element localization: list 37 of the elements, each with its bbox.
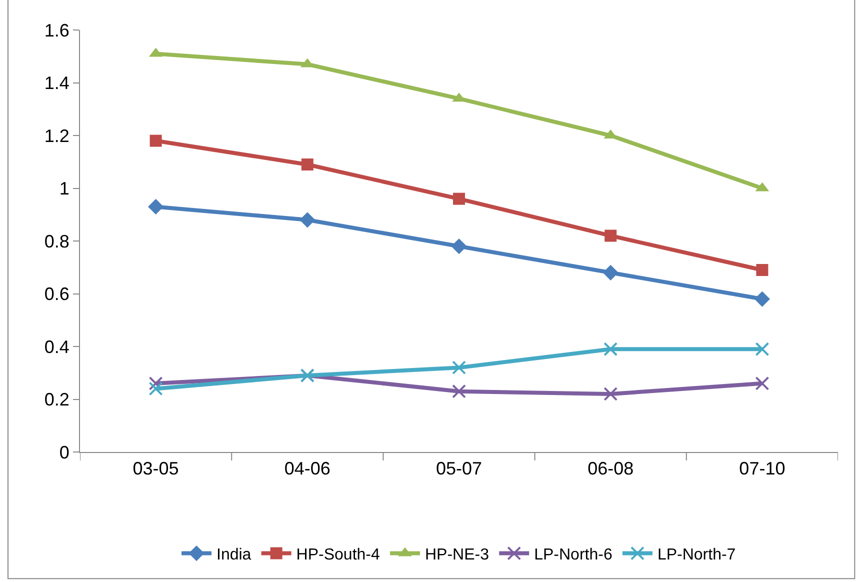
point <box>148 382 163 396</box>
point <box>452 360 466 375</box>
y-tick-label: 1.2 <box>44 126 70 146</box>
point <box>755 376 770 390</box>
point <box>301 158 314 171</box>
x-tick-label: 06-08 <box>588 458 634 479</box>
y-tick-label: 0.6 <box>44 284 70 304</box>
legend-label: HP-South-4 <box>296 546 380 564</box>
y-tick-label: 0.2 <box>44 390 70 410</box>
point <box>148 198 164 215</box>
x-tick-label: 05-07 <box>436 458 482 479</box>
point <box>604 230 617 242</box>
x-tick-label: 07-10 <box>739 458 786 479</box>
y-tick-label: 0.8 <box>44 231 70 252</box>
y-tick-label: 1.6 <box>44 20 70 40</box>
point <box>150 134 162 147</box>
point <box>451 238 467 254</box>
y-tick-label: 0.4 <box>44 336 70 357</box>
point <box>755 342 770 356</box>
y-tick-label: 0 <box>59 442 70 462</box>
y-tick-label: 1.4 <box>44 73 70 94</box>
y-tick-label: 1 <box>59 178 70 199</box>
point <box>754 291 770 307</box>
legend-label: LP-North-6 <box>534 546 612 564</box>
point <box>148 376 163 390</box>
x-tick-label: 04-06 <box>284 458 330 479</box>
point <box>604 342 618 356</box>
point <box>300 212 316 228</box>
legend-label: LP-North-7 <box>657 546 736 564</box>
point <box>452 384 466 398</box>
point <box>602 264 618 280</box>
point <box>453 192 465 205</box>
point <box>756 264 768 276</box>
x-tick-label: 03-05 <box>132 458 179 479</box>
point <box>604 386 618 401</box>
legend-label: India <box>216 546 252 564</box>
legend-label: HP-NE-3 <box>424 546 490 564</box>
